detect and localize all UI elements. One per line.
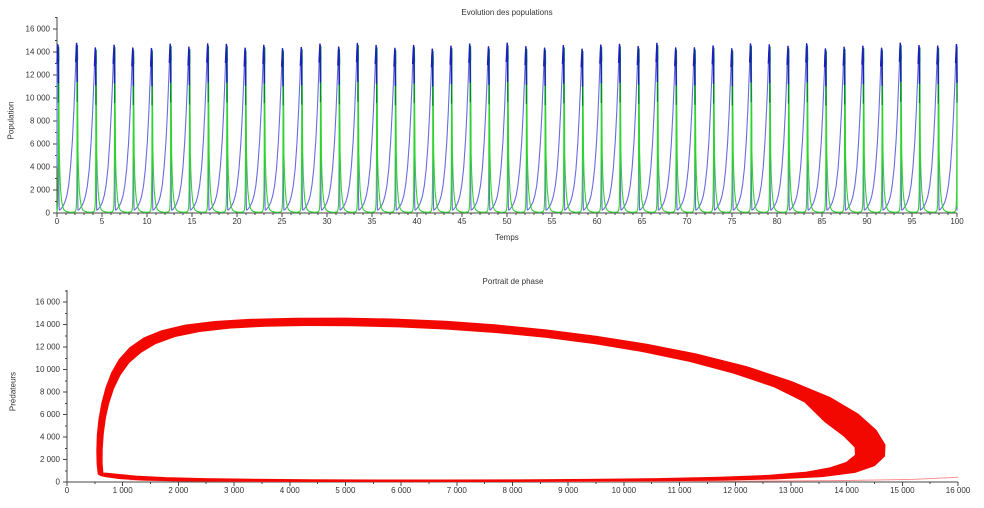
svg-text:16 000: 16 000	[36, 298, 61, 307]
svg-text:12 000: 12 000	[36, 343, 61, 352]
svg-text:30: 30	[323, 217, 332, 226]
svg-text:16 000: 16 000	[26, 25, 51, 34]
svg-text:14 000: 14 000	[834, 486, 859, 495]
svg-text:50: 50	[503, 217, 512, 226]
svg-text:10 000: 10 000	[36, 365, 61, 374]
svg-text:3 000: 3 000	[224, 486, 245, 495]
svg-text:0: 0	[46, 209, 51, 218]
svg-text:12 000: 12 000	[26, 71, 51, 80]
svg-text:11 000: 11 000	[668, 486, 692, 495]
svg-text:10 000: 10 000	[612, 486, 637, 495]
svg-text:70: 70	[683, 217, 692, 226]
phase-chart-ylabel: Prédateurs	[8, 371, 18, 412]
svg-text:35: 35	[368, 217, 377, 226]
svg-text:2 000: 2 000	[40, 455, 61, 464]
svg-text:15 000: 15 000	[890, 486, 915, 495]
svg-text:15: 15	[188, 217, 197, 226]
svg-text:65: 65	[638, 217, 647, 226]
svg-text:95: 95	[908, 217, 917, 226]
population-chart-ylabel: Population	[6, 101, 16, 140]
svg-text:6 000: 6 000	[391, 486, 412, 495]
svg-text:4 000: 4 000	[40, 433, 61, 442]
phase-chart-title: Portrait de phase	[482, 277, 544, 286]
svg-text:6 000: 6 000	[30, 140, 51, 149]
svg-text:60: 60	[593, 217, 602, 226]
svg-text:5: 5	[100, 217, 105, 226]
svg-text:8 000: 8 000	[40, 388, 61, 397]
svg-text:40: 40	[413, 217, 422, 226]
svg-text:16 000: 16 000	[946, 486, 971, 495]
svg-text:1 000: 1 000	[113, 486, 134, 495]
svg-text:75: 75	[728, 217, 737, 226]
svg-text:25: 25	[278, 217, 287, 226]
svg-text:10: 10	[143, 217, 152, 226]
svg-text:5 000: 5 000	[335, 486, 356, 495]
svg-text:7 000: 7 000	[447, 486, 468, 495]
svg-text:0: 0	[65, 486, 70, 495]
svg-text:85: 85	[818, 217, 827, 226]
svg-text:10 000: 10 000	[26, 94, 51, 103]
svg-text:20: 20	[233, 217, 242, 226]
svg-text:12 000: 12 000	[723, 486, 748, 495]
svg-text:13 000: 13 000	[779, 486, 804, 495]
svg-text:9 000: 9 000	[558, 486, 579, 495]
svg-text:14 000: 14 000	[36, 320, 61, 329]
svg-text:55: 55	[548, 217, 557, 226]
svg-text:100: 100	[950, 217, 964, 226]
svg-text:8 000: 8 000	[30, 117, 51, 126]
svg-text:80: 80	[773, 217, 782, 226]
population-chart-xlabel: Temps	[495, 233, 519, 242]
svg-text:4 000: 4 000	[280, 486, 301, 495]
svg-text:45: 45	[458, 217, 467, 226]
svg-text:6 000: 6 000	[40, 410, 61, 419]
svg-text:4 000: 4 000	[30, 163, 51, 172]
svg-text:14 000: 14 000	[26, 48, 51, 57]
svg-text:0: 0	[55, 217, 60, 226]
population-chart-title: Evolution des populations	[461, 8, 553, 17]
svg-text:2 000: 2 000	[168, 486, 189, 495]
svg-text:8 000: 8 000	[502, 486, 523, 495]
svg-text:2 000: 2 000	[30, 186, 51, 195]
svg-text:0: 0	[56, 478, 61, 487]
svg-text:90: 90	[863, 217, 872, 226]
